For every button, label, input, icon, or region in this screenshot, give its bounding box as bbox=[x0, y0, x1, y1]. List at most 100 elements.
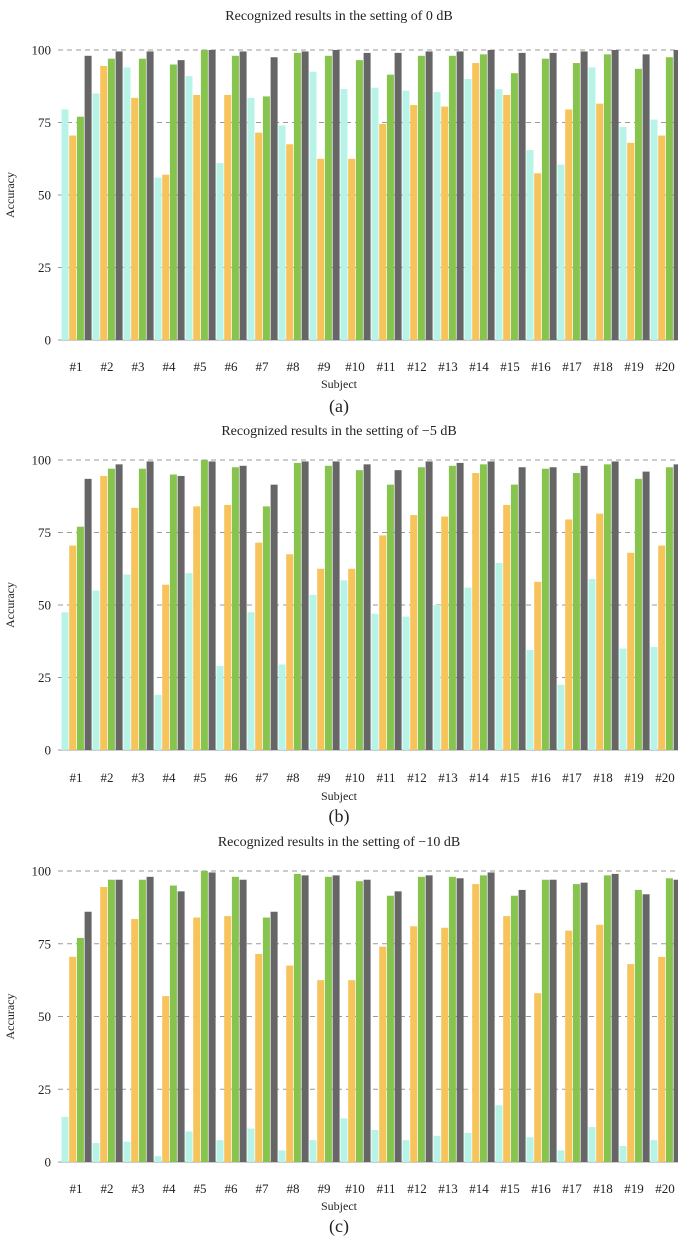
bar-series-4 bbox=[208, 50, 216, 340]
chart-caption: (a) bbox=[329, 396, 349, 417]
bar-series-1 bbox=[588, 578, 596, 750]
x-tick-label: #18 bbox=[593, 770, 613, 785]
bar-series-2 bbox=[534, 173, 542, 340]
bar-series-2 bbox=[193, 94, 201, 340]
bar-series-4 bbox=[363, 879, 371, 1162]
bar-series-4 bbox=[518, 52, 526, 341]
bar-series-4 bbox=[270, 484, 278, 750]
bar-series-4 bbox=[673, 50, 678, 340]
bar-series-1 bbox=[526, 649, 534, 750]
bar-series-4 bbox=[208, 872, 216, 1162]
bar-series-2 bbox=[255, 953, 263, 1162]
x-tick-label: #4 bbox=[163, 770, 177, 785]
bar-series-3 bbox=[417, 876, 425, 1162]
bar-series-1 bbox=[495, 89, 503, 341]
bar-series-4 bbox=[456, 462, 464, 750]
bar-series-3 bbox=[355, 881, 363, 1162]
x-tick-label: #12 bbox=[407, 770, 427, 785]
bar-series-3 bbox=[107, 58, 115, 340]
x-tick-label: #17 bbox=[562, 359, 582, 374]
bar-series-1 bbox=[557, 164, 565, 340]
x-tick-label: #13 bbox=[438, 359, 458, 374]
bar-series-2 bbox=[348, 568, 356, 750]
bar-series-3 bbox=[169, 474, 177, 750]
bar-series-1 bbox=[247, 612, 255, 750]
x-axis-label: Subject bbox=[321, 377, 358, 391]
bar-series-1 bbox=[216, 665, 224, 750]
bar-series-3 bbox=[603, 875, 611, 1162]
bar-series-4 bbox=[239, 51, 247, 340]
bar-series-1 bbox=[278, 1150, 286, 1162]
x-tick-label: #5 bbox=[194, 1181, 207, 1196]
x-tick-label: #10 bbox=[345, 359, 365, 374]
bar-series-4 bbox=[146, 461, 154, 750]
y-axis-label: Accuracy bbox=[3, 172, 17, 218]
bar-series-2 bbox=[69, 545, 77, 750]
bar-series-4 bbox=[84, 55, 92, 341]
bar-series-1 bbox=[526, 1137, 534, 1162]
x-tick-label: #18 bbox=[593, 359, 613, 374]
x-tick-label: #5 bbox=[194, 359, 207, 374]
bar-series-3 bbox=[200, 871, 208, 1162]
x-tick-label: #15 bbox=[500, 359, 520, 374]
bar-series-1 bbox=[371, 613, 379, 750]
bar-series-2 bbox=[472, 63, 480, 341]
y-tick-label: 75 bbox=[38, 115, 51, 130]
bar-series-2 bbox=[162, 174, 170, 340]
bar-series-2 bbox=[379, 946, 387, 1162]
bar-series-1 bbox=[402, 1140, 410, 1162]
bar-series-4 bbox=[425, 875, 433, 1162]
bar-series-3 bbox=[665, 467, 673, 750]
bar-series-3 bbox=[665, 57, 673, 340]
x-tick-label: #1 bbox=[70, 1181, 83, 1196]
bar-series-3 bbox=[355, 60, 363, 341]
bar-series-1 bbox=[61, 1116, 69, 1162]
x-tick-label: #12 bbox=[407, 1181, 427, 1196]
bar-series-1 bbox=[650, 1140, 658, 1162]
bar-series-4 bbox=[146, 876, 154, 1162]
x-tick-label: #7 bbox=[256, 359, 270, 374]
x-tick-label: #16 bbox=[531, 770, 551, 785]
bar-series-2 bbox=[69, 956, 77, 1162]
bar-series-1 bbox=[154, 1156, 162, 1162]
bar-series-3 bbox=[262, 917, 270, 1162]
bar-series-3 bbox=[510, 895, 518, 1162]
bar-series-4 bbox=[580, 465, 588, 750]
bar-series-1 bbox=[92, 93, 100, 340]
x-tick-label: #11 bbox=[376, 359, 395, 374]
bar-series-1 bbox=[61, 109, 69, 340]
bar-series-1 bbox=[433, 1135, 441, 1162]
x-tick-label: #19 bbox=[624, 1181, 644, 1196]
bar-series-1 bbox=[464, 1132, 472, 1162]
x-tick-label: #8 bbox=[287, 1181, 300, 1196]
bar-series-2 bbox=[193, 506, 201, 750]
bar-series-4 bbox=[301, 51, 309, 340]
chart-title: Recognized results in the setting of −5 … bbox=[221, 424, 456, 439]
bar-series-4 bbox=[580, 882, 588, 1162]
bar-series-2 bbox=[286, 965, 294, 1162]
bar-series-3 bbox=[479, 54, 487, 340]
bar-series-1 bbox=[185, 1131, 193, 1162]
x-tick-label: #9 bbox=[318, 770, 331, 785]
bar-series-1 bbox=[92, 1143, 100, 1162]
bar-series-2 bbox=[441, 516, 449, 750]
bar-series-2 bbox=[131, 919, 139, 1162]
bar-series-1 bbox=[340, 89, 348, 341]
bar-series-1 bbox=[309, 71, 317, 340]
bar-series-1 bbox=[371, 87, 379, 340]
bar-series-4 bbox=[642, 54, 650, 340]
bar-series-3 bbox=[448, 55, 456, 341]
bar-series-2 bbox=[224, 504, 232, 750]
x-tick-label: #15 bbox=[500, 770, 520, 785]
bar-series-1 bbox=[154, 694, 162, 750]
bar-series-2 bbox=[193, 917, 201, 1162]
x-tick-label: #2 bbox=[101, 770, 114, 785]
bar-series-4 bbox=[177, 475, 185, 750]
bar-series-1 bbox=[216, 1140, 224, 1162]
y-tick-label: 25 bbox=[38, 670, 51, 685]
bar-series-2 bbox=[627, 142, 635, 340]
x-axis-label: Subject bbox=[321, 789, 358, 803]
x-tick-label: #7 bbox=[256, 1181, 270, 1196]
x-tick-label: #16 bbox=[531, 1181, 551, 1196]
bar-series-3 bbox=[200, 50, 208, 340]
